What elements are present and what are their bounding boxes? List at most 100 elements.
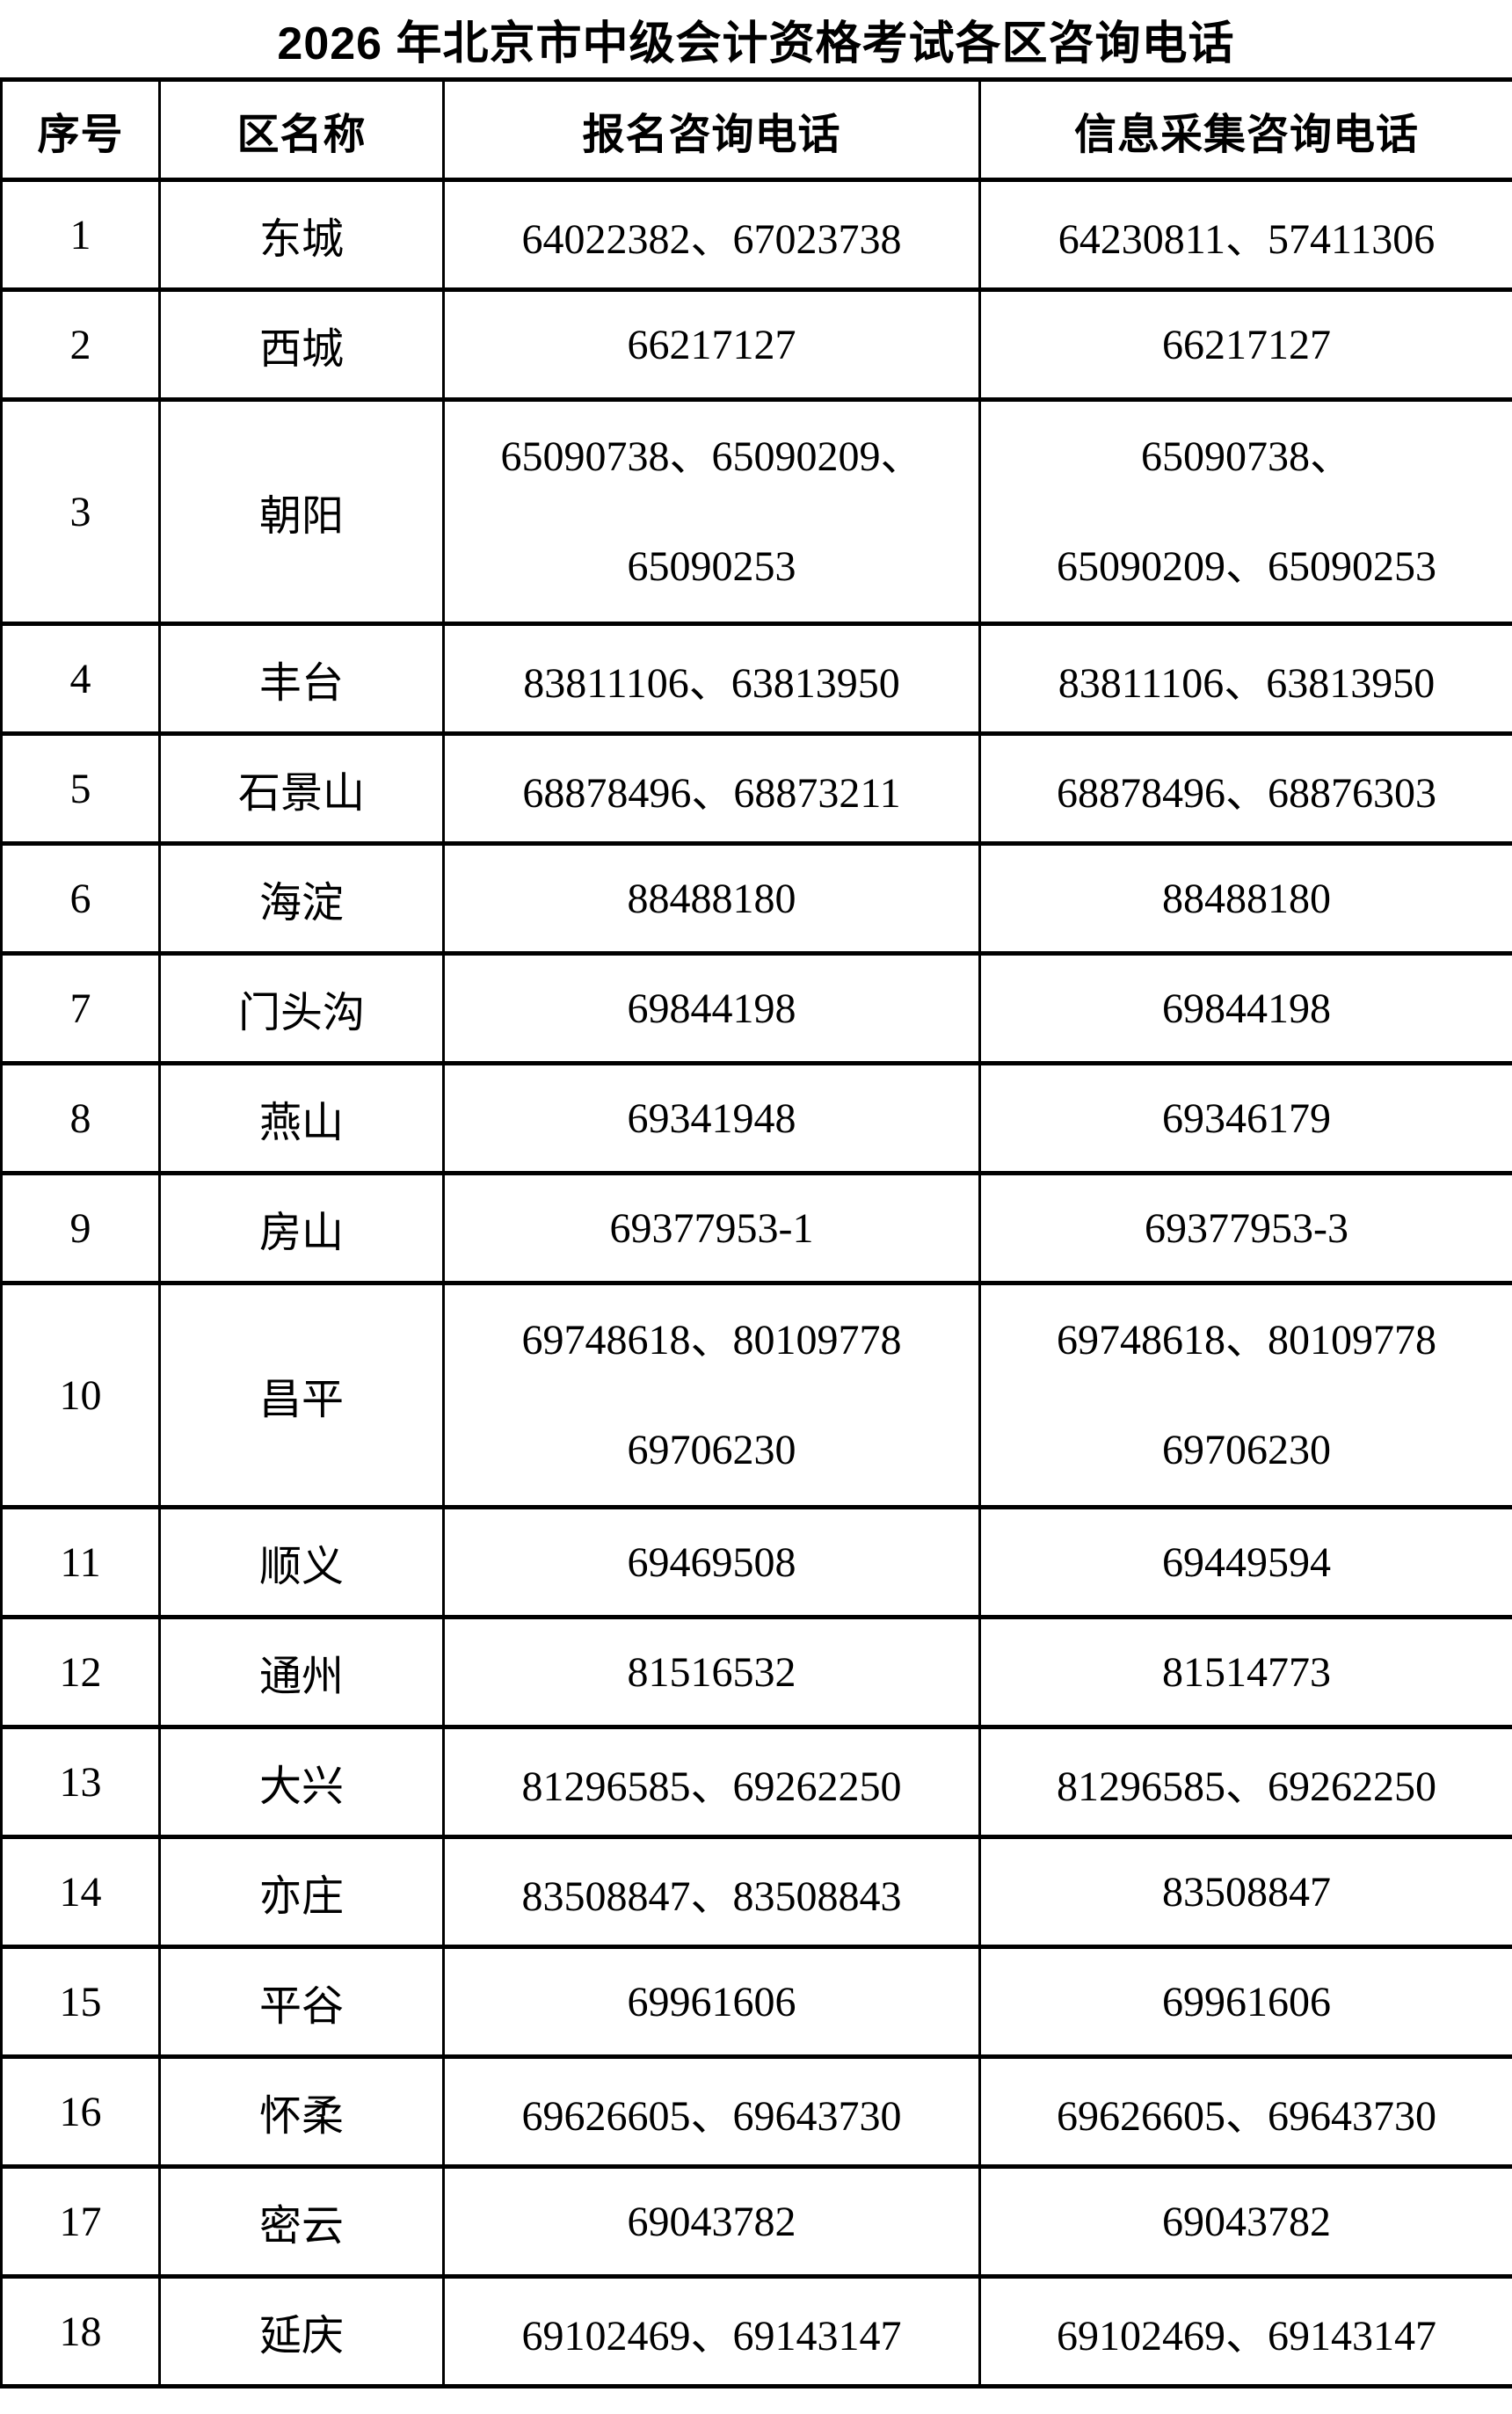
district-name-cell: 亦庄: [158, 1835, 445, 1949]
district-name-cell: 西城: [158, 287, 445, 402]
district-name-cell: 朝阳: [158, 397, 445, 626]
registration-phone-cell: 69377953-1: [442, 1171, 981, 1285]
table-row: 8 燕山 69341948 69346179: [0, 1061, 1512, 1175]
registration-phone-cell: 88488180: [442, 841, 981, 956]
district-name-cell: 平谷: [158, 1945, 445, 2059]
phone-line: 69748618、80109778: [521, 1317, 902, 1363]
registration-phone-cell: 69844198: [442, 951, 981, 1065]
page-title: 2026 年北京市中级会计资格考试各区咨询电话: [277, 18, 1235, 69]
phone-line: 65090209、65090253: [1056, 543, 1436, 590]
table-row: 12 通州 81516532 81514773: [0, 1615, 1512, 1729]
registration-phone-cell: 69748618、80109778 69706230: [442, 1281, 981, 1509]
serial-number-cell: 16: [0, 2054, 161, 2169]
registration-phone-cell: 65090738、65090209、 65090253: [442, 397, 981, 626]
district-name-cell: 海淀: [158, 841, 445, 956]
table-row: 18 延庆 69102469、69143147 69102469、69143147: [0, 2274, 1512, 2389]
serial-number-cell: 18: [0, 2274, 161, 2389]
serial-number-cell: 4: [0, 622, 161, 736]
registration-phone-cell: 69469508: [442, 1505, 981, 1619]
table-row: 17 密云 69043782 69043782: [0, 2164, 1512, 2279]
collection-phone-cell: 69043782: [978, 2164, 1512, 2279]
table-row: 13 大兴 81296585、69262250 81296585、69262250: [0, 1725, 1512, 1839]
registration-phone-cell: 66217127: [442, 287, 981, 402]
collection-phone-cell: 69449594: [978, 1505, 1512, 1619]
registration-phone-cell: 69043782: [442, 2164, 981, 2279]
collection-phone-cell: 69961606: [978, 1945, 1512, 2059]
serial-number-cell: 17: [0, 2164, 161, 2279]
district-name-cell: 通州: [158, 1615, 445, 1729]
registration-phone-cell: 69626605、69643730: [442, 2054, 981, 2169]
table-row: 9 房山 69377953-1 69377953-3: [0, 1171, 1512, 1285]
table-row: 16 怀柔 69626605、69643730 69626605、69643730: [0, 2054, 1512, 2169]
table-row: 2 西城 66217127 66217127: [0, 287, 1512, 402]
district-name-cell: 大兴: [158, 1725, 445, 1839]
phone-line: 69706230: [627, 1427, 796, 1473]
header-registration-phone: 报名咨询电话: [442, 77, 981, 182]
serial-number-cell: 1: [0, 178, 161, 292]
serial-number-cell: 7: [0, 951, 161, 1065]
serial-number-cell: 2: [0, 287, 161, 402]
table-row: 7 门头沟 69844198 69844198: [0, 951, 1512, 1065]
serial-number-cell: 15: [0, 1945, 161, 2059]
district-name-cell: 密云: [158, 2164, 445, 2279]
table-row: 14 亦庄 83508847、83508843 83508847: [0, 1835, 1512, 1949]
phone-table: 序号 区名称 报名咨询电话 信息采集咨询电话 1 东城 64022382、67023…: [0, 77, 1512, 2389]
phone-line: 69706230: [1162, 1427, 1331, 1473]
collection-phone-cell: 69102469、69143147: [978, 2274, 1512, 2389]
serial-number-cell: 3: [0, 397, 161, 626]
table-row: 15 平谷 69961606 69961606: [0, 1945, 1512, 2059]
collection-phone-cell: 69346179: [978, 1061, 1512, 1175]
district-name-cell: 燕山: [158, 1061, 445, 1175]
phone-lines: 69748618、80109778 69706230: [447, 1288, 978, 1503]
collection-phone-cell: 83508847: [978, 1835, 1512, 1949]
collection-phone-cell: 88488180: [978, 841, 1512, 956]
phone-line: 69748618、80109778: [1056, 1317, 1436, 1363]
serial-number-cell: 10: [0, 1281, 161, 1509]
serial-number-cell: 14: [0, 1835, 161, 1949]
collection-phone-cell: 69844198: [978, 951, 1512, 1065]
phone-lines: 69748618、80109778 69706230: [983, 1288, 1511, 1503]
registration-phone-cell: 64022382、67023738: [442, 178, 981, 292]
table-row: 1 东城 64022382、67023738 64230811、57411306: [0, 178, 1512, 292]
registration-phone-cell: 81516532: [442, 1615, 981, 1729]
serial-number-cell: 11: [0, 1505, 161, 1619]
header-district-name: 区名称: [158, 77, 445, 182]
collection-phone-cell: 68878496、68876303: [978, 731, 1512, 846]
serial-number-cell: 5: [0, 731, 161, 846]
table-row: 4 丰台 83811106、63813950 83811106、63813950: [0, 622, 1512, 736]
collection-phone-cell: 65090738、 65090209、65090253: [978, 397, 1512, 626]
registration-phone-cell: 81296585、69262250: [442, 1725, 981, 1839]
collection-phone-cell: 69377953-3: [978, 1171, 1512, 1285]
table-row: 11 顺义 69469508 69449594: [0, 1505, 1512, 1619]
phone-line: 65090738、65090209、: [500, 433, 923, 480]
serial-number-cell: 9: [0, 1171, 161, 1285]
registration-phone-cell: 69341948: [442, 1061, 981, 1175]
collection-phone-cell: 69626605、69643730: [978, 2054, 1512, 2169]
phone-line: 65090253: [627, 543, 796, 590]
serial-number-cell: 8: [0, 1061, 161, 1175]
table-row: 5 石景山 68878496、68873211 68878496、68876303: [0, 731, 1512, 846]
district-name-cell: 东城: [158, 178, 445, 292]
district-name-cell: 怀柔: [158, 2054, 445, 2169]
serial-number-cell: 12: [0, 1615, 161, 1729]
table-row: 10 昌平 69748618、80109778 69706230 69748618、80…: [0, 1281, 1512, 1509]
phone-lines: 65090738、65090209、 65090253: [447, 404, 978, 620]
collection-phone-cell: 69748618、80109778 69706230: [978, 1281, 1512, 1509]
collection-phone-cell: 81296585、69262250: [978, 1725, 1512, 1839]
district-name-cell: 昌平: [158, 1281, 445, 1509]
registration-phone-cell: 68878496、68873211: [442, 731, 981, 846]
collection-phone-cell: 64230811、57411306: [978, 178, 1512, 292]
registration-phone-cell: 69102469、69143147: [442, 2274, 981, 2389]
table-row: 6 海淀 88488180 88488180: [0, 841, 1512, 956]
table-body: 1 东城 64022382、67023738 64230811、57411306 2 西城…: [0, 178, 1512, 2389]
header-serial-number: 序号: [0, 77, 161, 182]
district-name-cell: 延庆: [158, 2274, 445, 2389]
phone-lines: 65090738、65090209、65090253: [983, 404, 1511, 620]
district-name-cell: 顺义: [158, 1505, 445, 1619]
district-name-cell: 石景山: [158, 731, 445, 846]
district-name-cell: 丰台: [158, 622, 445, 736]
registration-phone-cell: 69961606: [442, 1945, 981, 2059]
header-info-collection-phone: 信息采集咨询电话: [978, 77, 1512, 182]
header-row: 序号 区名称 报名咨询电话 信息采集咨询电话: [0, 77, 1512, 182]
registration-phone-cell: 83811106、63813950: [442, 622, 981, 736]
